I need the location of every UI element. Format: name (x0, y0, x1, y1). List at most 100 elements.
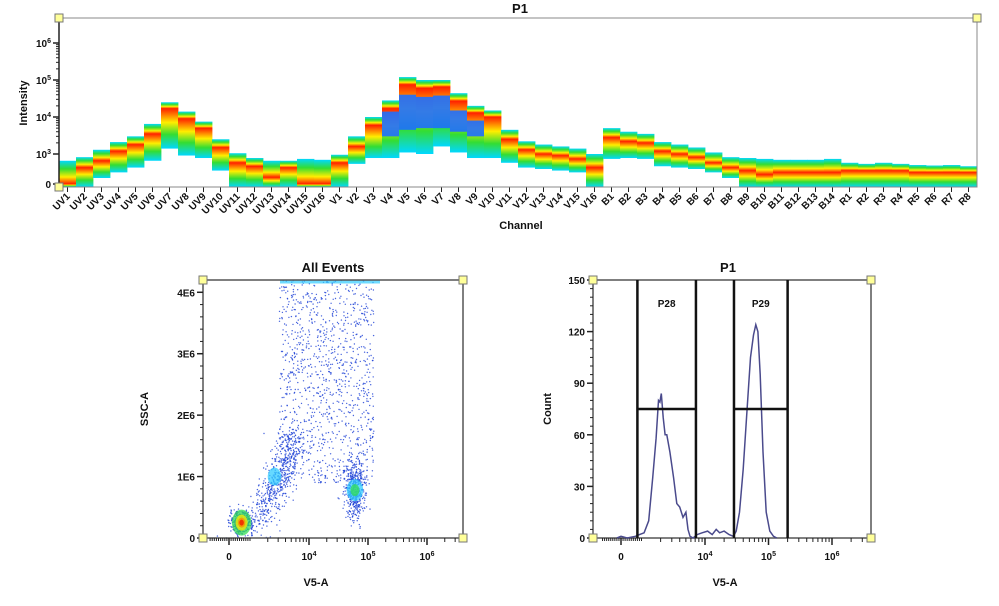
event-point (323, 334, 326, 336)
event-point (331, 472, 333, 474)
gate-P28[interactable]: P28 (636, 280, 698, 538)
event-point (256, 531, 258, 533)
event-point (281, 373, 283, 375)
event-point (281, 376, 283, 378)
event-point (370, 429, 372, 431)
event-point (306, 343, 308, 345)
event-point (261, 492, 263, 494)
event-point (284, 492, 286, 495)
event-point (308, 331, 310, 333)
event-point (358, 523, 360, 526)
event-point (330, 373, 332, 375)
event-point (326, 411, 328, 414)
x-tick-label: V14 (545, 191, 566, 212)
event-point (363, 507, 365, 509)
event-point (276, 442, 279, 444)
event-point (263, 432, 265, 435)
event-point (311, 321, 313, 323)
event-point (333, 379, 335, 381)
event-point (251, 510, 253, 512)
event-point (313, 427, 315, 429)
event-point (279, 508, 281, 511)
event-point (364, 476, 366, 478)
event-point (277, 449, 279, 451)
event-point (251, 507, 253, 509)
event-point (340, 319, 343, 321)
y-tick-label: 0 (45, 180, 51, 191)
event-point (342, 493, 344, 495)
event-point (295, 441, 298, 444)
event-point (279, 468, 281, 471)
event-point (364, 438, 366, 441)
event-point (347, 411, 350, 413)
event-point (280, 460, 282, 462)
event-point (272, 466, 275, 468)
event-point (287, 374, 289, 377)
event-point (310, 415, 312, 417)
event-point (295, 455, 297, 458)
event-point (302, 443, 304, 445)
event-point (344, 361, 346, 363)
event-point (312, 400, 314, 402)
event-point (269, 502, 272, 505)
event-point (273, 458, 276, 460)
event-point (329, 393, 331, 396)
event-point (357, 398, 359, 400)
event-point (284, 481, 286, 483)
event-point (341, 410, 343, 412)
event-point (288, 430, 291, 432)
event-point (292, 367, 295, 369)
event-point (361, 506, 363, 508)
event-point (342, 439, 345, 441)
event-point (347, 322, 349, 325)
event-point (283, 308, 285, 311)
event-point (294, 303, 296, 305)
event-point (343, 311, 345, 313)
event-point (362, 387, 365, 389)
event-point (355, 320, 357, 322)
gate-P29[interactable]: P29 (732, 280, 789, 538)
event-point (351, 474, 354, 476)
event-point (366, 364, 368, 366)
event-point (347, 469, 350, 471)
event-point (279, 426, 282, 428)
event-point (300, 477, 303, 479)
event-point (328, 388, 330, 390)
event-point (350, 339, 352, 341)
event-point (357, 430, 359, 433)
x-tick-label: V15 (562, 191, 583, 212)
event-point (273, 490, 276, 492)
event-point (366, 394, 369, 397)
event-point (283, 323, 286, 325)
channel-band-UV8 (178, 111, 196, 156)
event-point (349, 346, 351, 348)
event-point (354, 513, 356, 516)
event-point (335, 380, 338, 382)
event-point (334, 348, 336, 351)
event-point (266, 511, 268, 513)
event-point (353, 307, 356, 310)
event-point (338, 465, 341, 468)
event-point (355, 504, 357, 507)
event-point (354, 465, 356, 467)
event-point (245, 509, 248, 511)
event-point (340, 343, 342, 345)
event-point (301, 457, 303, 459)
event-point (318, 377, 321, 379)
event-point (254, 530, 256, 532)
event-point (349, 478, 352, 480)
event-point (328, 293, 330, 296)
event-point (369, 397, 372, 400)
event-point (283, 463, 285, 466)
event-point (353, 385, 355, 387)
event-point (279, 482, 281, 484)
gate-handle (588, 275, 598, 285)
event-point (326, 477, 328, 479)
event-point (363, 308, 365, 310)
event-point (297, 426, 299, 429)
event-point (323, 329, 325, 331)
event-point (301, 284, 303, 286)
y-tick-label: 3E6 (177, 350, 195, 361)
event-point (324, 413, 326, 415)
event-point (350, 425, 353, 427)
